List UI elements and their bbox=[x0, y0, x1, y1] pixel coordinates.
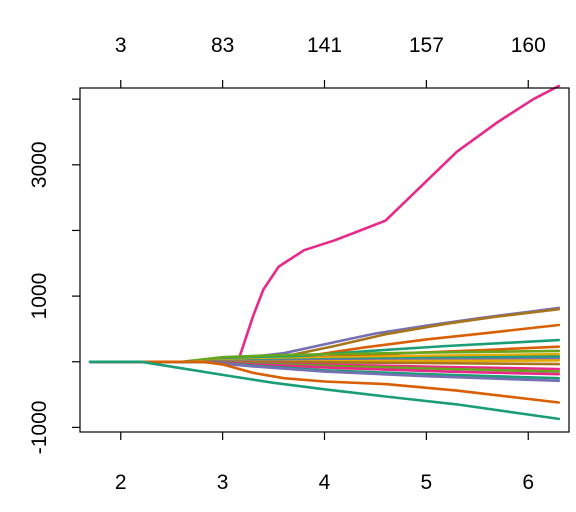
x-tick-label: 6 bbox=[522, 471, 534, 494]
x-tick-label: 5 bbox=[421, 471, 433, 494]
x-tick-label: 3 bbox=[217, 471, 229, 494]
series-line-19 bbox=[88, 360, 561, 421]
series-line-1 bbox=[88, 84, 561, 364]
x-axis-bottom: 2 3 4 5 6 bbox=[115, 432, 534, 494]
top-tick-label: 157 bbox=[409, 34, 444, 57]
y-tick-label: -1000 bbox=[28, 401, 51, 455]
top-tick-label: 141 bbox=[307, 34, 342, 57]
y-tick-label: 1000 bbox=[28, 273, 51, 320]
series-lines bbox=[88, 84, 561, 421]
x-tick-label: 4 bbox=[319, 471, 331, 494]
top-tick-label: 83 bbox=[211, 34, 234, 57]
x-axis-top: 3 83 141 157 160 bbox=[115, 34, 546, 88]
x-tick-label: 2 bbox=[115, 471, 127, 494]
top-tick-label: 160 bbox=[511, 34, 546, 57]
y-tick-label: 3000 bbox=[28, 141, 51, 188]
series-line-18 bbox=[88, 360, 561, 404]
y-axis: -1000 1000 3000 bbox=[28, 98, 80, 455]
top-tick-label: 3 bbox=[115, 34, 127, 57]
